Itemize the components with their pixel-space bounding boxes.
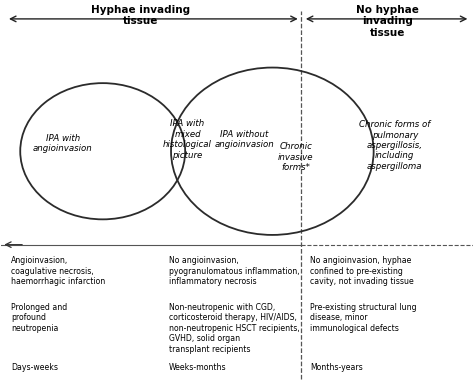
Text: Pre-existing structural lung
disease, minor
immunological defects: Pre-existing structural lung disease, mi… (310, 303, 417, 333)
Text: No hyphae
invading
tissue: No hyphae invading tissue (356, 4, 419, 38)
Text: Weeks-months: Weeks-months (169, 363, 226, 372)
Text: Prolonged and
profound
neutropenia: Prolonged and profound neutropenia (11, 303, 67, 333)
Text: IPA with
angioinvasion: IPA with angioinvasion (33, 134, 92, 153)
Text: IPA without
angioinvasion: IPA without angioinvasion (214, 130, 274, 149)
Text: Chronic forms of
pulmonary
aspergillosis,
including
aspergilloma: Chronic forms of pulmonary aspergillosis… (359, 120, 430, 171)
Text: Days-weeks: Days-weeks (11, 363, 58, 372)
Text: IPA with
mixed
histological
picture: IPA with mixed histological picture (163, 120, 212, 160)
Text: No angioinvasion, hyphae
confined to pre-existing
cavity, not invading tissue: No angioinvasion, hyphae confined to pre… (310, 256, 414, 286)
Text: Angioinvasion,
coagulative necrosis,
haemorrhagic infarction: Angioinvasion, coagulative necrosis, hae… (11, 256, 105, 286)
Text: Months-years: Months-years (310, 363, 363, 372)
Text: Chronic
invasive
forms*: Chronic invasive forms* (278, 142, 314, 172)
Text: No angioinvasion,
pyogranulomatous inflammation,
inflammatory necrosis: No angioinvasion, pyogranulomatous infla… (169, 256, 299, 286)
Text: Non-neutropenic with CGD,
corticosteroid therapy, HIV/AIDS,
non-neutropenic HSCT: Non-neutropenic with CGD, corticosteroid… (169, 303, 300, 354)
Text: Hyphae invading
tissue: Hyphae invading tissue (91, 4, 190, 26)
